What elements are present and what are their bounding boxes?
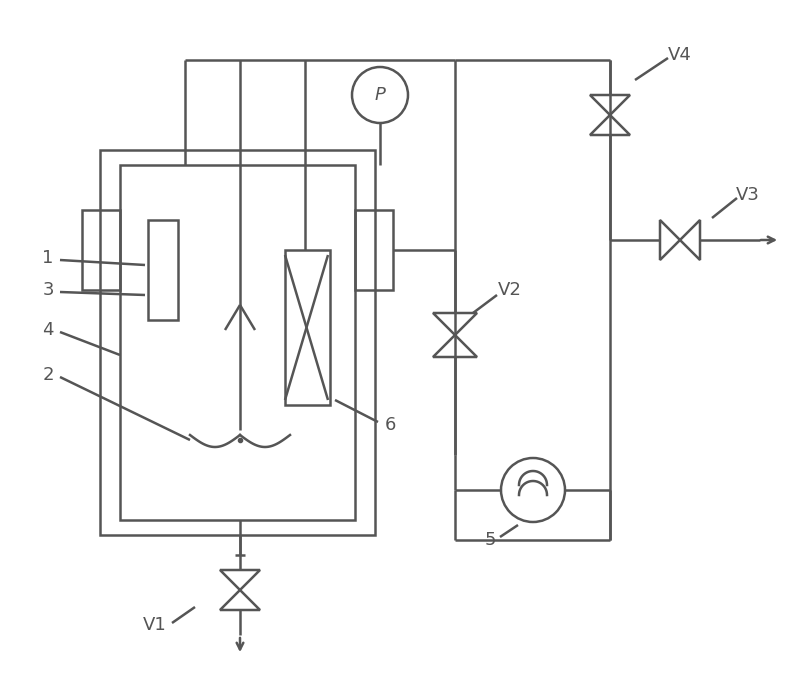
Text: 2: 2 <box>42 366 54 384</box>
Text: 4: 4 <box>42 321 54 339</box>
Bar <box>355 210 393 290</box>
Text: 3: 3 <box>42 281 54 299</box>
Text: 1: 1 <box>42 249 54 267</box>
Text: 6: 6 <box>384 416 396 434</box>
Bar <box>120 165 355 520</box>
Text: P: P <box>374 86 386 104</box>
Bar <box>100 150 375 535</box>
Text: V1: V1 <box>143 616 167 634</box>
Text: V4: V4 <box>668 46 692 64</box>
Text: 5: 5 <box>484 531 496 549</box>
Bar <box>148 220 178 320</box>
Bar <box>82 210 120 290</box>
Text: V2: V2 <box>498 281 522 299</box>
Bar <box>285 250 330 405</box>
Text: V3: V3 <box>736 186 760 204</box>
